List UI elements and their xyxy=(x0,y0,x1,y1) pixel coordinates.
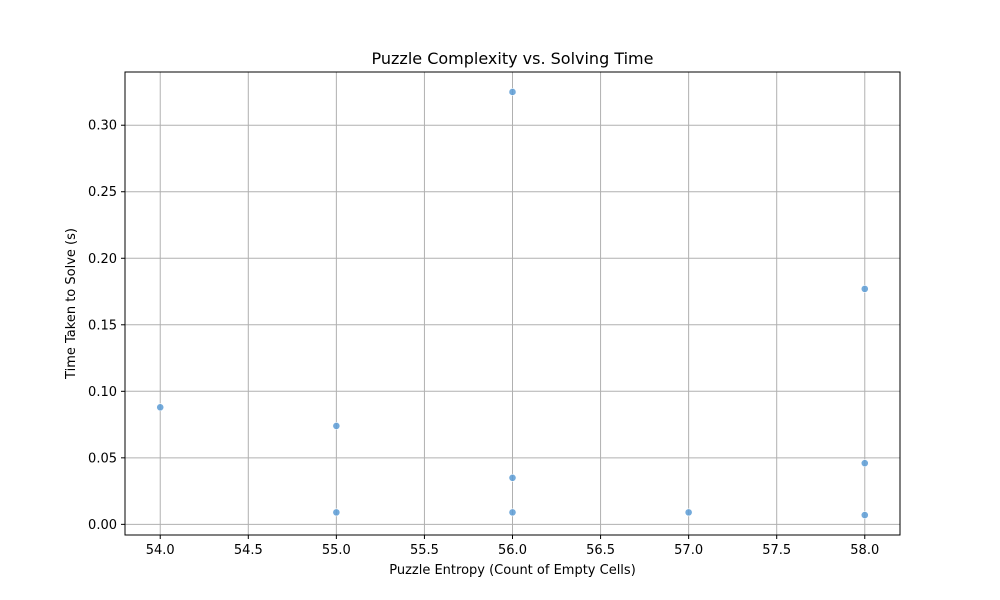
y-axis-ticks: 0.00 0.05 0.10 0.15 0.20 0.25 0.30 xyxy=(88,119,125,533)
data-point xyxy=(860,459,869,468)
x-axis-label: Puzzle Entropy (Count of Empty Cells) xyxy=(389,563,636,578)
x-tick-label: 58.0 xyxy=(850,543,879,558)
y-tick-label: 0.15 xyxy=(88,318,117,333)
y-tick-label: 0.10 xyxy=(88,385,117,400)
x-tick-label: 56.0 xyxy=(498,543,527,558)
data-point xyxy=(332,422,341,430)
x-tick-label: 56.5 xyxy=(586,543,615,558)
y-axis-label: Time Taken to Solve (s) xyxy=(64,228,79,380)
x-tick-label: 54.0 xyxy=(146,543,175,558)
y-tick-label: 0.25 xyxy=(88,185,117,200)
x-tick-label: 57.0 xyxy=(674,543,703,558)
y-tick-label: 0.00 xyxy=(88,518,117,533)
x-tick-label: 57.5 xyxy=(762,543,791,558)
y-tick-label: 0.30 xyxy=(88,119,117,134)
x-axis-ticks: 54.0 54.5 55.0 55.5 56.0 56.5 57.0 57.5 58.0 xyxy=(146,535,879,558)
data-points xyxy=(156,88,869,519)
data-point xyxy=(508,473,517,482)
data-point xyxy=(508,88,517,96)
data-point xyxy=(860,511,869,519)
data-point xyxy=(332,508,341,517)
x-tick-label: 54.5 xyxy=(234,543,263,558)
y-tick-label: 0.20 xyxy=(88,252,117,267)
data-point xyxy=(508,508,517,517)
grid xyxy=(125,72,900,535)
y-tick-label: 0.05 xyxy=(88,451,117,466)
data-point xyxy=(684,508,693,517)
data-point xyxy=(860,284,869,293)
chart-title: Puzzle Complexity vs. Solving Time xyxy=(372,49,654,68)
x-tick-label: 55.5 xyxy=(410,543,439,558)
data-point xyxy=(156,403,165,412)
x-tick-label: 55.0 xyxy=(322,543,351,558)
